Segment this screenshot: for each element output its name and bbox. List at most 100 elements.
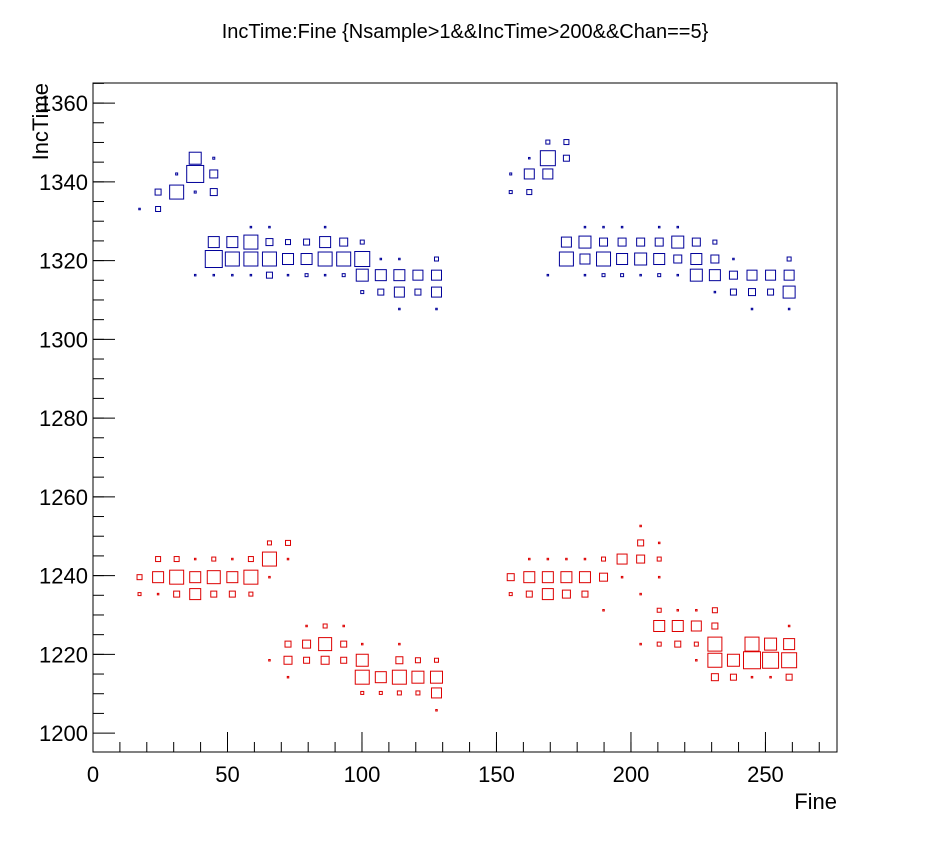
bin-box xyxy=(558,251,574,267)
bin-box xyxy=(398,307,401,311)
bin-box xyxy=(539,150,556,167)
bin-box xyxy=(525,590,533,598)
bin-box xyxy=(637,539,645,547)
bin-box xyxy=(189,588,202,601)
bin-box xyxy=(561,589,571,599)
bin-box xyxy=(261,551,277,567)
bin-box xyxy=(506,573,515,582)
bin-box xyxy=(710,254,720,264)
bin-box xyxy=(265,238,274,247)
bin-box xyxy=(601,273,606,278)
bin-box xyxy=(268,575,271,579)
bin-box xyxy=(656,641,662,647)
bin-box xyxy=(231,273,234,277)
bin-box xyxy=(691,237,701,247)
bin-box xyxy=(188,151,202,165)
bin-box xyxy=(265,271,273,279)
bin-box xyxy=(340,656,348,664)
y-axis-label: IncTime xyxy=(28,83,53,160)
bin-box xyxy=(728,270,738,280)
bin-box xyxy=(212,156,216,160)
bin-box xyxy=(359,239,365,245)
bin-box xyxy=(302,639,312,649)
x-tick-label: 100 xyxy=(344,762,381,787)
bin-box xyxy=(713,290,717,294)
bin-box xyxy=(750,675,754,679)
bin-box xyxy=(578,235,592,249)
bin-box xyxy=(620,575,624,579)
bin-box xyxy=(509,172,513,176)
bin-box xyxy=(762,651,780,669)
bin-box xyxy=(173,556,180,563)
bin-box xyxy=(523,168,535,180)
bin-box xyxy=(657,541,661,545)
bin-box xyxy=(656,556,662,562)
bin-box xyxy=(323,225,327,229)
y-tick-label: 1280 xyxy=(39,406,88,431)
bin-box xyxy=(781,652,798,669)
bin-box xyxy=(169,569,185,585)
bin-box xyxy=(676,273,680,277)
bin-box xyxy=(429,670,443,684)
bin-box xyxy=(707,636,723,652)
bin-box xyxy=(674,640,682,648)
bin-box xyxy=(671,619,684,632)
bin-box xyxy=(304,273,309,278)
bin-box xyxy=(193,557,197,561)
y-tick-label: 1240 xyxy=(39,564,88,589)
bin-box xyxy=(545,139,551,145)
bin-box xyxy=(578,571,591,584)
bin-box xyxy=(563,139,570,146)
bin-box xyxy=(211,556,217,562)
bin-box xyxy=(583,273,587,277)
bin-box xyxy=(636,237,646,247)
bin-box xyxy=(355,268,369,282)
bin-box xyxy=(285,539,292,546)
bin-box xyxy=(155,206,162,213)
bin-box xyxy=(286,273,290,277)
bin-box xyxy=(319,236,332,249)
bin-box xyxy=(430,269,442,281)
bin-box xyxy=(360,642,364,646)
bin-box xyxy=(393,269,406,282)
bin-box xyxy=(671,235,685,249)
bin-box xyxy=(562,154,570,162)
bin-box xyxy=(783,269,795,281)
x-tick-label: 50 xyxy=(215,762,239,787)
y-tick-label: 1320 xyxy=(39,249,88,274)
bin-box xyxy=(396,690,402,696)
bin-box xyxy=(249,225,253,229)
bin-box xyxy=(769,675,772,679)
bin-box xyxy=(542,168,554,180)
bin-box xyxy=(138,207,141,211)
bin-box xyxy=(393,286,405,298)
bin-box xyxy=(209,188,218,197)
bin-box xyxy=(266,540,272,546)
bin-box xyxy=(136,574,143,581)
bin-box xyxy=(435,709,438,712)
bin-box xyxy=(243,251,259,267)
bin-box xyxy=(228,590,236,598)
bin-box xyxy=(320,655,330,665)
bin-box xyxy=(433,256,439,262)
y-tick-label: 1340 xyxy=(39,170,88,195)
bin-box xyxy=(712,239,718,245)
bin-box xyxy=(340,640,348,648)
bin-box xyxy=(284,640,292,648)
bin-box xyxy=(286,557,290,561)
bin-box xyxy=(360,290,365,295)
bin-box xyxy=(377,288,385,296)
bin-box xyxy=(634,252,648,266)
bin-box xyxy=(764,637,778,651)
bin-box xyxy=(323,273,327,277)
bin-box xyxy=(541,588,554,601)
bin-box xyxy=(226,571,239,584)
bin-box xyxy=(707,652,723,668)
bin-box xyxy=(378,690,383,695)
bin-box xyxy=(653,619,666,632)
bin-box xyxy=(689,268,703,282)
bin-box xyxy=(711,622,719,630)
